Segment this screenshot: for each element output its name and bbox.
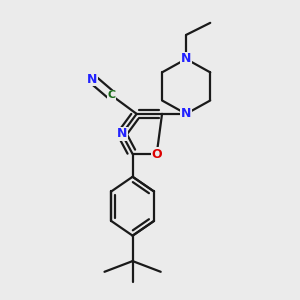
- Text: O: O: [152, 148, 162, 160]
- Text: N: N: [181, 107, 191, 120]
- Text: N: N: [181, 52, 191, 65]
- Text: C: C: [107, 90, 115, 100]
- Text: N: N: [117, 128, 127, 140]
- Text: N: N: [87, 73, 98, 85]
